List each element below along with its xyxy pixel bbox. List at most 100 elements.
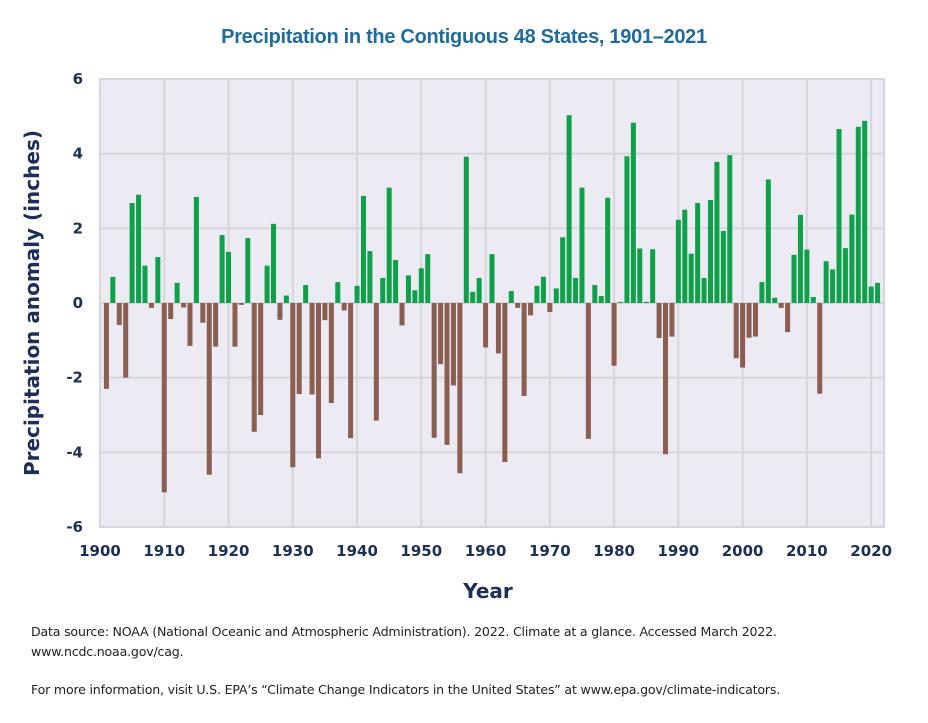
bar-1919 <box>219 235 225 303</box>
x-tick-label: 1920 <box>208 542 250 560</box>
bar-1992 <box>688 253 694 303</box>
bar-1998 <box>727 155 733 303</box>
x-tick-label: 1900 <box>79 542 121 560</box>
bar-1986 <box>650 249 656 303</box>
bar-1945 <box>386 187 392 303</box>
x-tick-label: 1960 <box>465 542 507 560</box>
bar-1938 <box>341 303 347 311</box>
bar-1952 <box>431 303 437 438</box>
bar-1956 <box>457 303 463 474</box>
bar-1971 <box>553 288 559 303</box>
bar-1968 <box>534 285 540 303</box>
bar-1908 <box>148 303 154 308</box>
bar-1995 <box>707 199 713 303</box>
bar-1958 <box>470 291 476 303</box>
bar-1994 <box>701 277 707 303</box>
bar-1978 <box>598 295 604 303</box>
bar-2016 <box>842 248 848 303</box>
bar-2000 <box>740 303 746 368</box>
bar-1951 <box>425 254 431 303</box>
bar-1963 <box>502 303 508 463</box>
x-tick-label: 1930 <box>272 542 314 560</box>
bar-1939 <box>348 303 354 439</box>
bar-1967 <box>528 303 534 316</box>
bar-1989 <box>669 303 675 337</box>
bar-1991 <box>682 209 688 303</box>
bar-1903 <box>116 303 122 326</box>
bar-1921 <box>232 303 238 347</box>
y-tick-label: 0 <box>73 294 83 312</box>
bar-1946 <box>393 260 399 303</box>
bar-1976 <box>585 303 591 439</box>
y-tick-label: -2 <box>66 369 83 387</box>
bar-1950 <box>418 268 424 303</box>
bar-1962 <box>495 303 501 354</box>
bar-1920 <box>226 251 232 303</box>
bar-2005 <box>772 297 778 303</box>
bar-1905 <box>129 202 135 303</box>
plot-border <box>99 78 885 528</box>
bar-1929 <box>283 295 289 303</box>
bar-1904 <box>123 303 129 378</box>
bar-1990 <box>675 219 681 303</box>
bar-1974 <box>573 277 579 303</box>
bar-1910 <box>161 303 167 493</box>
bar-2007 <box>785 303 791 333</box>
bar-1999 <box>733 303 739 359</box>
bar-1988 <box>663 303 669 455</box>
bar-1980 <box>611 303 617 366</box>
bar-2010 <box>804 249 810 303</box>
bar-1940 <box>354 285 360 303</box>
bar-1964 <box>508 291 514 303</box>
bar-1913 <box>181 303 187 308</box>
bar-2003 <box>759 282 765 303</box>
bar-2013 <box>823 261 829 303</box>
bar-1927 <box>271 223 277 303</box>
bar-1922 <box>238 303 244 305</box>
bar-1933 <box>309 303 315 395</box>
y-tick-label: -4 <box>66 443 83 461</box>
chart-title: Precipitation in the Contiguous 48 State… <box>221 26 707 48</box>
bar-1987 <box>656 303 662 339</box>
bar-1928 <box>277 303 283 320</box>
bar-1915 <box>193 196 199 303</box>
bar-1942 <box>367 251 373 303</box>
bar-1996 <box>714 161 720 303</box>
y-tick-label: 4 <box>73 145 83 163</box>
bar-1925 <box>258 303 264 415</box>
bar-2002 <box>752 303 758 337</box>
bar-1975 <box>579 187 585 303</box>
bar-1953 <box>438 303 444 365</box>
x-tick-label: 1940 <box>336 542 378 560</box>
bar-1961 <box>489 254 495 303</box>
bar-1918 <box>213 303 219 347</box>
y-tick-label: 2 <box>73 219 83 237</box>
bar-1907 <box>142 265 148 303</box>
bar-1973 <box>566 115 572 303</box>
x-ticks: 1900 1910 1920 1930 1940 1950 1960 1970 1980 1990… <box>79 542 892 560</box>
bar-1923 <box>245 238 251 303</box>
bar-1924 <box>251 303 257 432</box>
bar-1943 <box>373 303 379 421</box>
bar-2004 <box>765 179 771 303</box>
bar-1977 <box>592 285 598 303</box>
bar-1947 <box>399 303 405 326</box>
bar-2021 <box>875 282 881 303</box>
x-tick-label: 1950 <box>400 542 442 560</box>
x-tick-label: 2010 <box>786 542 828 560</box>
bar-1930 <box>290 303 296 468</box>
x-tick-label: 1910 <box>143 542 185 560</box>
bar-2012 <box>817 303 823 394</box>
x-tick-label: 2020 <box>850 542 892 560</box>
y-tick-label: -6 <box>66 518 83 536</box>
bar-1981 <box>618 301 624 303</box>
bar-1997 <box>720 230 726 303</box>
bar-1936 <box>328 303 334 404</box>
bars <box>103 115 881 493</box>
x-tick-label: 1970 <box>529 542 571 560</box>
bar-1909 <box>155 257 161 303</box>
bar-1906 <box>136 194 142 303</box>
bar-2014 <box>830 269 836 303</box>
bar-1985 <box>643 301 649 303</box>
